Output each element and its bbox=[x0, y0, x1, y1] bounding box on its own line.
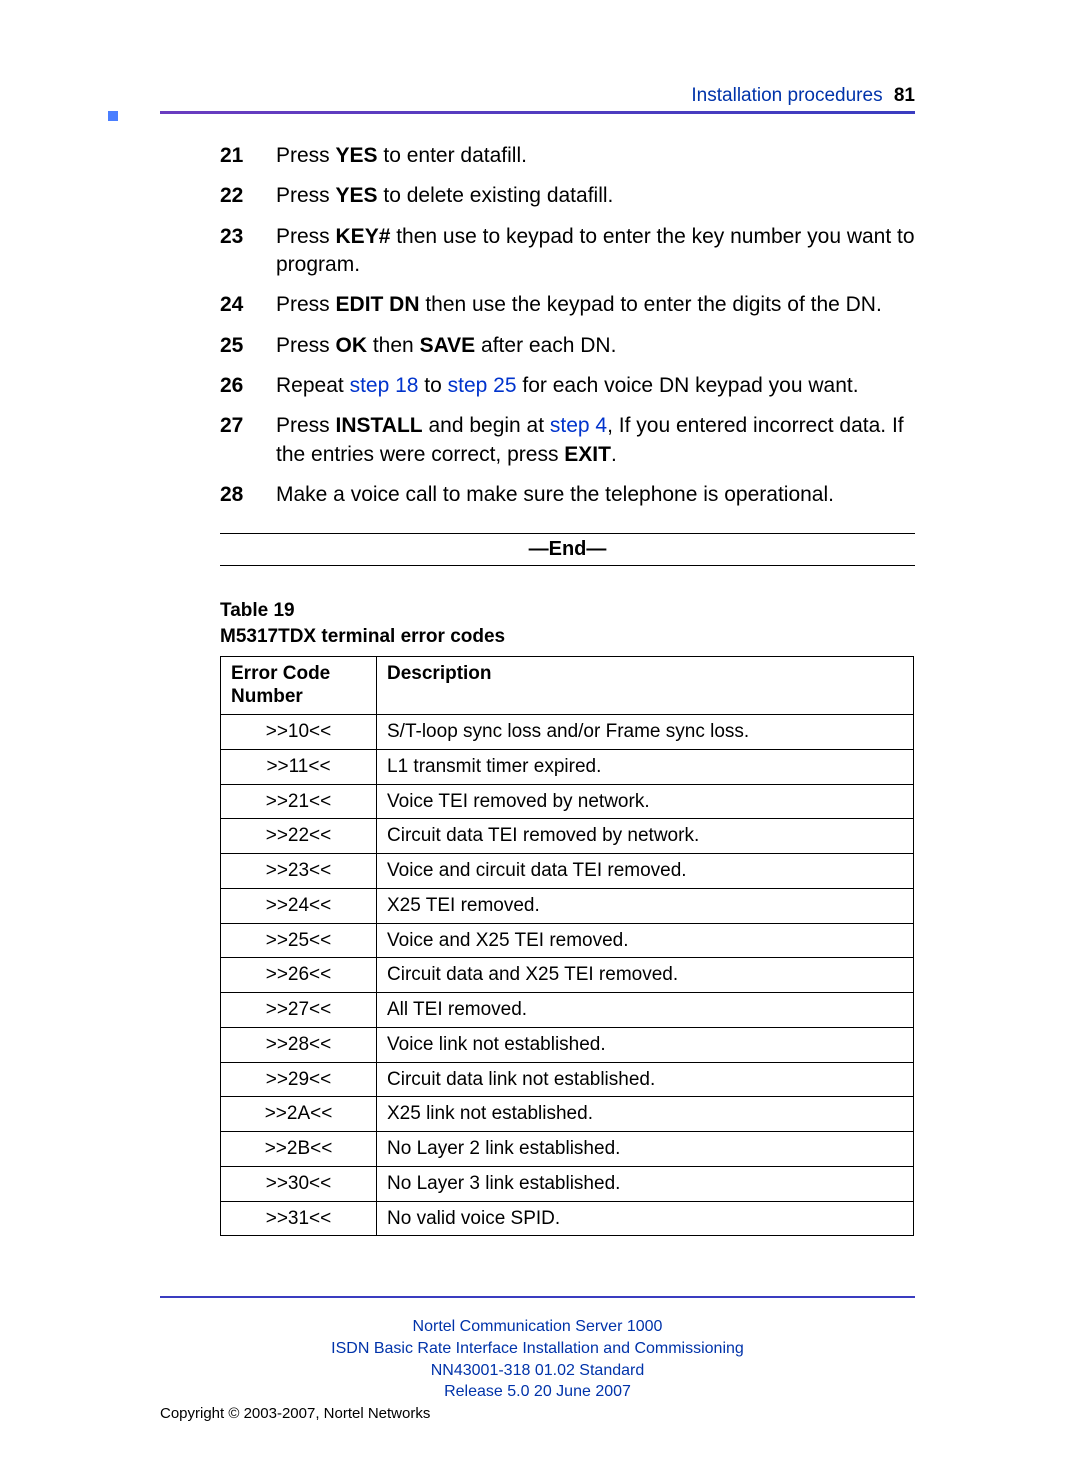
error-description: Voice and circuit data TEI removed. bbox=[377, 854, 914, 889]
copyright: Copyright © 2003-2007, Nortel Networks bbox=[160, 1405, 915, 1422]
error-code: >>22<< bbox=[221, 819, 377, 854]
step-text: Repeat step 18 to step 25 for each voice… bbox=[276, 372, 915, 400]
table-row: >>21<<Voice TEI removed by network. bbox=[221, 784, 914, 819]
error-code: >>27<< bbox=[221, 993, 377, 1028]
page-header: Installation procedures 81 bbox=[160, 85, 915, 107]
top-rule bbox=[160, 111, 915, 114]
error-code: >>10<< bbox=[221, 715, 377, 750]
error-description: Circuit data TEI removed by network. bbox=[377, 819, 914, 854]
table-header-row: Error Code Number Description bbox=[221, 656, 914, 715]
step-number: 28 bbox=[220, 481, 276, 509]
table-row: >>24<<X25 TEI removed. bbox=[221, 888, 914, 923]
footer-line3: NN43001-318 01.02 Standard bbox=[160, 1360, 915, 1382]
step-number: 22 bbox=[220, 182, 276, 210]
step: 22Press YES to delete existing datafill. bbox=[220, 182, 915, 210]
col-error-code-line1: Error Code bbox=[231, 663, 330, 684]
table-caption-line2: M5317TDX terminal error codes bbox=[220, 626, 505, 647]
end-divider: —End— bbox=[220, 533, 915, 566]
step: 21Press YES to enter datafill. bbox=[220, 142, 915, 170]
col-error-code: Error Code Number bbox=[221, 656, 377, 715]
table-row: >>26<<Circuit data and X25 TEI removed. bbox=[221, 958, 914, 993]
footer-line2: ISDN Basic Rate Interface Installation a… bbox=[160, 1338, 915, 1360]
step: 23Press KEY# then use to keypad to enter… bbox=[220, 223, 915, 280]
error-codes-table: Error Code Number Description >>10<<S/T-… bbox=[220, 656, 914, 1237]
table-row: >>2B<<No Layer 2 link established. bbox=[221, 1132, 914, 1167]
step-number: 27 bbox=[220, 412, 276, 469]
error-code: >>26<< bbox=[221, 958, 377, 993]
table-row: >>30<<No Layer 3 link established. bbox=[221, 1166, 914, 1201]
step-text: Make a voice call to make sure the telep… bbox=[276, 481, 915, 509]
step-number: 26 bbox=[220, 372, 276, 400]
col-description: Description bbox=[377, 656, 914, 715]
table-row: >>28<<Voice link not established. bbox=[221, 1027, 914, 1062]
table-row: >>31<<No valid voice SPID. bbox=[221, 1201, 914, 1236]
error-code: >>11<< bbox=[221, 749, 377, 784]
table-row: >>23<<Voice and circuit data TEI removed… bbox=[221, 854, 914, 889]
error-description: Voice link not established. bbox=[377, 1027, 914, 1062]
step-text: Press OK then SAVE after each DN. bbox=[276, 332, 915, 360]
table-row: >>10<<S/T-loop sync loss and/or Frame sy… bbox=[221, 715, 914, 750]
header-page-number: 81 bbox=[894, 85, 915, 106]
table-caption-line1: Table 19 bbox=[220, 600, 295, 621]
procedure-steps: 21Press YES to enter datafill.22Press YE… bbox=[220, 142, 915, 509]
bottom-rule bbox=[160, 1296, 915, 1298]
error-description: No valid voice SPID. bbox=[377, 1201, 914, 1236]
error-description: L1 transmit timer expired. bbox=[377, 749, 914, 784]
step-text: Press EDIT DN then use the keypad to ent… bbox=[276, 291, 915, 319]
error-description: Voice and X25 TEI removed. bbox=[377, 923, 914, 958]
table-row: >>29<<Circuit data link not established. bbox=[221, 1062, 914, 1097]
error-code: >>21<< bbox=[221, 784, 377, 819]
table-row: >>11<<L1 transmit timer expired. bbox=[221, 749, 914, 784]
error-code: >>31<< bbox=[221, 1201, 377, 1236]
error-description: No Layer 3 link established. bbox=[377, 1166, 914, 1201]
error-code: >>24<< bbox=[221, 888, 377, 923]
end-bottom-rule bbox=[220, 565, 915, 566]
step-number: 21 bbox=[220, 142, 276, 170]
error-description: No Layer 2 link established. bbox=[377, 1132, 914, 1167]
step-number: 24 bbox=[220, 291, 276, 319]
error-code: >>29<< bbox=[221, 1062, 377, 1097]
step-text: Press KEY# then use to keypad to enter t… bbox=[276, 223, 915, 280]
step-text: Press YES to enter datafill. bbox=[276, 142, 915, 170]
error-code: >>25<< bbox=[221, 923, 377, 958]
end-label: —End— bbox=[220, 538, 915, 561]
step: 25Press OK then SAVE after each DN. bbox=[220, 332, 915, 360]
end-top-rule bbox=[220, 533, 915, 534]
error-code: >>2B<< bbox=[221, 1132, 377, 1167]
error-code: >>30<< bbox=[221, 1166, 377, 1201]
step-text: Press YES to delete existing datafill. bbox=[276, 182, 915, 210]
table-row: >>2A<<X25 link not established. bbox=[221, 1097, 914, 1132]
step: 24Press EDIT DN then use the keypad to e… bbox=[220, 291, 915, 319]
error-description: All TEI removed. bbox=[377, 993, 914, 1028]
error-description: X25 link not established. bbox=[377, 1097, 914, 1132]
step: 28Make a voice call to make sure the tel… bbox=[220, 481, 915, 509]
footer-line4: Release 5.0 20 June 2007 bbox=[160, 1381, 915, 1403]
step-text: Press INSTALL and begin at step 4, If yo… bbox=[276, 412, 915, 469]
error-description: Circuit data link not established. bbox=[377, 1062, 914, 1097]
table-caption: Table 19 M5317TDX terminal error codes bbox=[220, 598, 915, 649]
step: 26Repeat step 18 to step 25 for each voi… bbox=[220, 372, 915, 400]
step-number: 25 bbox=[220, 332, 276, 360]
error-code: >>2A<< bbox=[221, 1097, 377, 1132]
error-description: X25 TEI removed. bbox=[377, 888, 914, 923]
error-code: >>23<< bbox=[221, 854, 377, 889]
step-number: 23 bbox=[220, 223, 276, 280]
page-footer: Nortel Communication Server 1000 ISDN Ba… bbox=[160, 1316, 915, 1402]
header-section: Installation procedures bbox=[691, 85, 882, 106]
col-error-code-line2: Number bbox=[231, 686, 303, 707]
error-description: Voice TEI removed by network. bbox=[377, 784, 914, 819]
table-row: >>25<<Voice and X25 TEI removed. bbox=[221, 923, 914, 958]
error-code: >>28<< bbox=[221, 1027, 377, 1062]
step: 27Press INSTALL and begin at step 4, If … bbox=[220, 412, 915, 469]
table-row: >>22<<Circuit data TEI removed by networ… bbox=[221, 819, 914, 854]
footer-line1: Nortel Communication Server 1000 bbox=[160, 1316, 915, 1338]
error-description: Circuit data and X25 TEI removed. bbox=[377, 958, 914, 993]
table-row: >>27<<All TEI removed. bbox=[221, 993, 914, 1028]
error-description: S/T-loop sync loss and/or Frame sync los… bbox=[377, 715, 914, 750]
